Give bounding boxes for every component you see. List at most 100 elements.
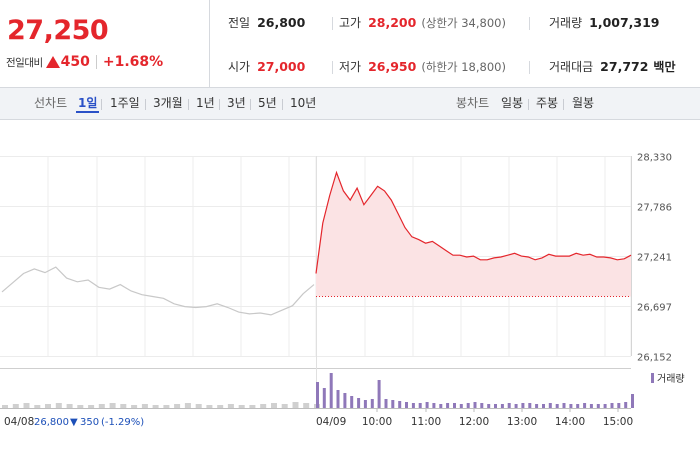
today-volume-bar <box>425 402 429 408</box>
high-value: 28,200 <box>368 15 417 30</box>
today-area-fill <box>316 172 631 297</box>
today-volume-bar <box>398 401 402 408</box>
today-volume-bar <box>370 399 374 408</box>
today-volume-bar <box>603 404 607 408</box>
x-tick-label: 13:00 <box>507 416 537 428</box>
candle-chart-label: 봉차트 <box>456 96 490 110</box>
tab-monthly-candle[interactable]: 월봉 <box>572 96 595 110</box>
current-price: 27,250 <box>7 15 109 46</box>
prev-volume-bar <box>109 403 116 408</box>
up-arrow-icon <box>45 56 60 68</box>
y-tick-label: 26,697 <box>637 303 672 314</box>
prev-volume-bar <box>281 404 288 408</box>
today-volume-bar <box>363 400 367 408</box>
today-volume-bar <box>453 403 456 408</box>
prev-date-label: 04/08 <box>4 416 34 428</box>
high-price: 고가 28,200 (상한가 34,800) <box>339 14 506 31</box>
open-price: 시가 27,000 <box>228 58 305 75</box>
tab-weekly-candle[interactable]: 주봉 <box>536 96 559 110</box>
trade-amount: 거래대금 27,772 백만 <box>549 58 676 75</box>
divider <box>101 99 102 110</box>
y-axis-ticks: 28,330 27,786 27,241 26,697 26,152 <box>637 153 672 364</box>
today-volume-bar <box>617 403 621 408</box>
tab-1week[interactable]: 1주일 <box>110 96 140 110</box>
today-volume-bar <box>583 403 587 408</box>
prev-volume-bar <box>55 403 62 408</box>
y-tick-label: 26,152 <box>637 353 672 364</box>
today-volume-bar <box>466 403 470 408</box>
volume-bars <box>2 373 634 408</box>
today-volume-bar <box>411 403 415 408</box>
today-price-area <box>316 172 631 297</box>
line-chart-label: 선차트 <box>34 96 68 110</box>
prev-volume-bar <box>141 404 148 408</box>
prev-day-line <box>1 266 315 316</box>
prev-close-ref: 26,800 <box>34 417 69 428</box>
today-volume-bar <box>555 404 559 408</box>
tab-3years[interactable]: 3년 <box>227 96 246 110</box>
divider <box>250 99 251 110</box>
today-volume-bar <box>487 404 491 408</box>
prev-volume-bar <box>217 405 224 408</box>
prev-change-ref: 350 <box>80 417 99 428</box>
prev-volume-bar <box>163 405 170 408</box>
prev-volume-bar <box>34 405 41 408</box>
prev-volume-bar <box>184 403 191 408</box>
today-volume-bar <box>357 398 361 408</box>
high-label: 고가 <box>339 16 362 30</box>
prev-volume-bar <box>260 404 267 408</box>
divider <box>145 99 146 110</box>
tab-5years[interactable]: 5년 <box>258 96 277 110</box>
price-chart[interactable]: 28,330 27,786 27,241 26,697 26,152 10:00 11:0… <box>0 120 700 450</box>
change-label: 전일대비 <box>6 56 43 69</box>
prev-volume-bar <box>45 404 51 408</box>
x-tick-label: 10:00 <box>362 416 392 428</box>
amount-label: 거래대금 <box>549 60 594 74</box>
low-price: 저가 26,950 (하한가 18,800) <box>339 58 506 75</box>
open-value: 27,000 <box>257 59 306 74</box>
today-volume-bar <box>610 403 614 408</box>
prev-volume-bar <box>66 404 73 408</box>
change-rate: +1.68% <box>102 54 164 70</box>
today-volume-bar <box>384 399 388 408</box>
today-volume-bar <box>480 403 484 408</box>
today-volume-bar <box>624 402 628 408</box>
low-value: 26,950 <box>368 59 417 74</box>
tab-10years[interactable]: 10년 <box>290 96 317 110</box>
tab-1year[interactable]: 1년 <box>196 96 215 110</box>
prev-volume-bar <box>195 404 202 408</box>
today-volume-bar <box>432 403 436 408</box>
today-volume-bar <box>446 403 450 408</box>
prev-day-series <box>1 266 315 316</box>
today-volume-bar <box>631 394 634 408</box>
today-volume-bar <box>596 404 600 408</box>
prev-rate-ref: (-1.29%) <box>101 417 144 428</box>
tab-3months[interactable]: 3개월 <box>153 96 183 110</box>
today-volume-bar <box>562 403 566 408</box>
today-volume-bar <box>405 402 408 408</box>
today-volume-bar <box>514 404 518 408</box>
prev-close-label: 전일 <box>228 16 251 30</box>
prev-volume-bar <box>98 404 105 408</box>
amount-value: 27,772 <box>600 59 649 74</box>
divider <box>332 61 333 74</box>
volume-label: 거래량 <box>549 16 583 30</box>
volume-value: 1,007,319 <box>589 15 660 30</box>
today-series <box>315 170 632 274</box>
tab-1day[interactable]: 1일 <box>75 88 100 120</box>
today-volume-bar <box>316 382 319 408</box>
prev-volume-bar <box>120 404 127 408</box>
today-volume-bar <box>329 373 333 408</box>
x-axis-ticks: 10:00 11:00 12:00 13:00 14:00 15:00 <box>362 408 633 428</box>
prev-volume-bar <box>2 405 8 408</box>
today-volume-bar <box>500 404 504 408</box>
prev-volume-bar <box>152 405 159 408</box>
divider <box>188 99 189 110</box>
prev-volume-bar <box>238 405 245 408</box>
today-volume-bar <box>507 403 511 408</box>
change-row: 전일대비 450 +1.68% <box>6 54 163 70</box>
y-tick-label: 27,241 <box>637 253 672 264</box>
today-volume-bar <box>418 403 422 408</box>
tab-daily-candle[interactable]: 일봉 <box>501 96 524 110</box>
today-volume-bar <box>576 404 580 408</box>
